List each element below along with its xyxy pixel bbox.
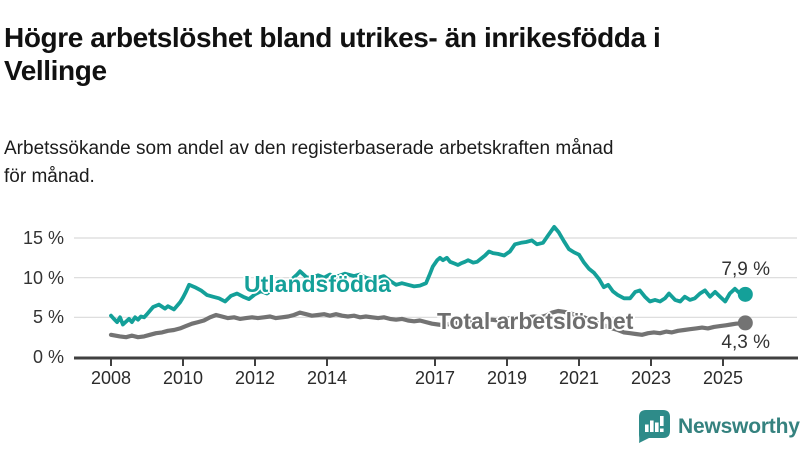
page-subtitle-line2: för månad.: [4, 165, 95, 187]
page-title-line2: Vellinge: [4, 55, 107, 87]
x-axis-tick-label: 2017: [414, 368, 456, 388]
x-axis-tick-label: 2008: [90, 368, 132, 388]
x-axis-tick-label: 2021: [558, 368, 600, 388]
newsworthy-bubble-chart-icon: [639, 410, 670, 443]
y-axis-tick-label: 5 %: [32, 307, 64, 328]
x-axis-tick-label: 2025: [702, 368, 744, 388]
end-value-utlandsfodda: 7,9 %: [721, 259, 770, 280]
page-title-line1: Högre arbetslöshet bland utrikes- än inr…: [4, 21, 661, 53]
page-subtitle: Arbetssökande som andel av den registerb…: [4, 135, 796, 190]
x-axis-tick-label: 2019: [486, 368, 528, 388]
series-line-total: [108, 308, 748, 340]
page-subtitle-line1: Arbetssökande som andel av den registerb…: [4, 138, 614, 159]
x-axis-tick-label: 2012: [234, 368, 276, 388]
y-axis-tick-label: 10 %: [22, 267, 64, 288]
x-axis-tick-label: 2023: [630, 368, 672, 388]
newsworthy-logo: Newsworthy: [637, 409, 800, 445]
series-label-total-arbetsloshet: Total arbetslöshet: [437, 308, 634, 334]
page-title: Högre arbetslöshet bland utrikes- än inr…: [4, 21, 796, 88]
end-dot-total: [737, 315, 753, 331]
x-axis-tick-label: 2010: [162, 368, 204, 388]
y-axis-tick-label: 15 %: [22, 228, 64, 248]
y-axis-tick-label: 0 %: [32, 347, 64, 367]
x-axis-tick-label: 2014: [306, 368, 348, 388]
newsworthy-wordmark: Newsworthy: [678, 415, 800, 438]
series-label-utlandsfodda: Utlandsfödda: [244, 271, 391, 297]
end-value-total-arbetsloshet: 4,3 %: [721, 332, 770, 353]
series-line-utlandsfodda: [109, 224, 748, 327]
end-dot-utlandsfodda: [737, 286, 753, 302]
